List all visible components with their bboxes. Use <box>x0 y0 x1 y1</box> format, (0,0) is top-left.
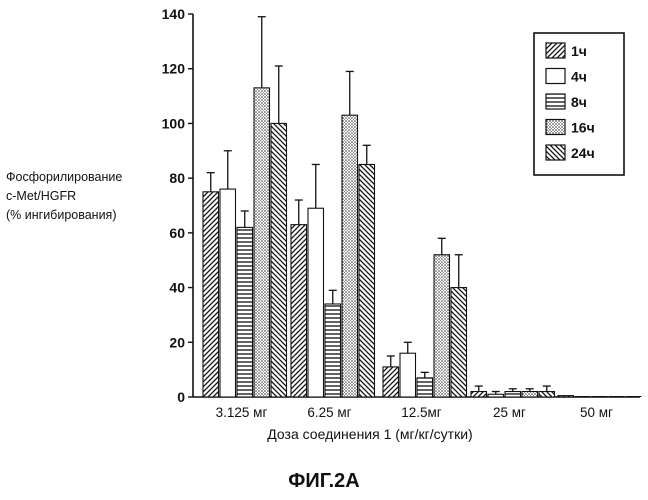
y-axis-label-line-1: Фосфорилирование <box>6 168 122 187</box>
bar <box>417 378 433 397</box>
bar <box>451 288 467 397</box>
bar <box>539 392 555 397</box>
bar <box>254 88 270 397</box>
x-tick-label: 25 мг <box>493 405 526 420</box>
legend-label: 24ч <box>571 145 595 161</box>
legend-label: 1ч <box>571 43 587 59</box>
bar <box>488 394 504 397</box>
bar <box>471 392 487 397</box>
y-axis-label: Фосфорилирование c-Met/HGFR (% ингибиров… <box>6 168 122 225</box>
y-tick-label: 60 <box>169 225 185 241</box>
legend-swatch <box>546 94 565 109</box>
bar <box>220 189 236 397</box>
bar <box>308 208 324 397</box>
y-tick-label: 120 <box>162 61 186 77</box>
chart-legend: 1ч 4ч 8ч 16ч 24ч <box>534 33 624 175</box>
y-tick-label: 0 <box>177 389 185 405</box>
y-axis-label-line-3: (% ингибирования) <box>6 206 122 225</box>
x-tick-label: 6.25 мг <box>307 405 351 420</box>
x-tick-label: 12.5мг <box>401 405 442 420</box>
y-tick-label: 40 <box>169 280 185 296</box>
figure-label: ФИГ.2А <box>0 470 648 493</box>
x-axis-label: Доза соединения 1 (мг/кг/сутки) <box>190 426 550 442</box>
y-tick-label: 140 <box>162 6 186 22</box>
bar <box>359 164 375 397</box>
x-tick-label: 50 мг <box>580 405 613 420</box>
bar <box>342 115 358 397</box>
bar <box>400 353 416 397</box>
bar <box>383 367 399 397</box>
bar <box>505 392 521 397</box>
x-tick-label: 3.125 мг <box>216 405 268 420</box>
bar <box>237 227 253 397</box>
legend-swatch <box>546 120 565 135</box>
bar <box>271 123 287 397</box>
y-tick-label: 100 <box>162 115 186 131</box>
bar <box>291 225 307 397</box>
y-tick-label: 80 <box>169 170 185 186</box>
legend-swatch <box>546 43 565 58</box>
legend-label: 16ч <box>571 120 595 136</box>
bar <box>325 304 341 397</box>
legend-swatch <box>546 145 565 160</box>
bar <box>203 192 219 397</box>
legend-label: 8ч <box>571 94 587 110</box>
bar <box>522 392 538 397</box>
bar <box>434 255 450 397</box>
y-axis-label-line-2: c-Met/HGFR <box>6 187 122 206</box>
y-tick-label: 20 <box>169 334 185 350</box>
legend-label: 4ч <box>571 69 587 85</box>
bar <box>558 396 574 397</box>
legend-swatch <box>546 69 565 84</box>
